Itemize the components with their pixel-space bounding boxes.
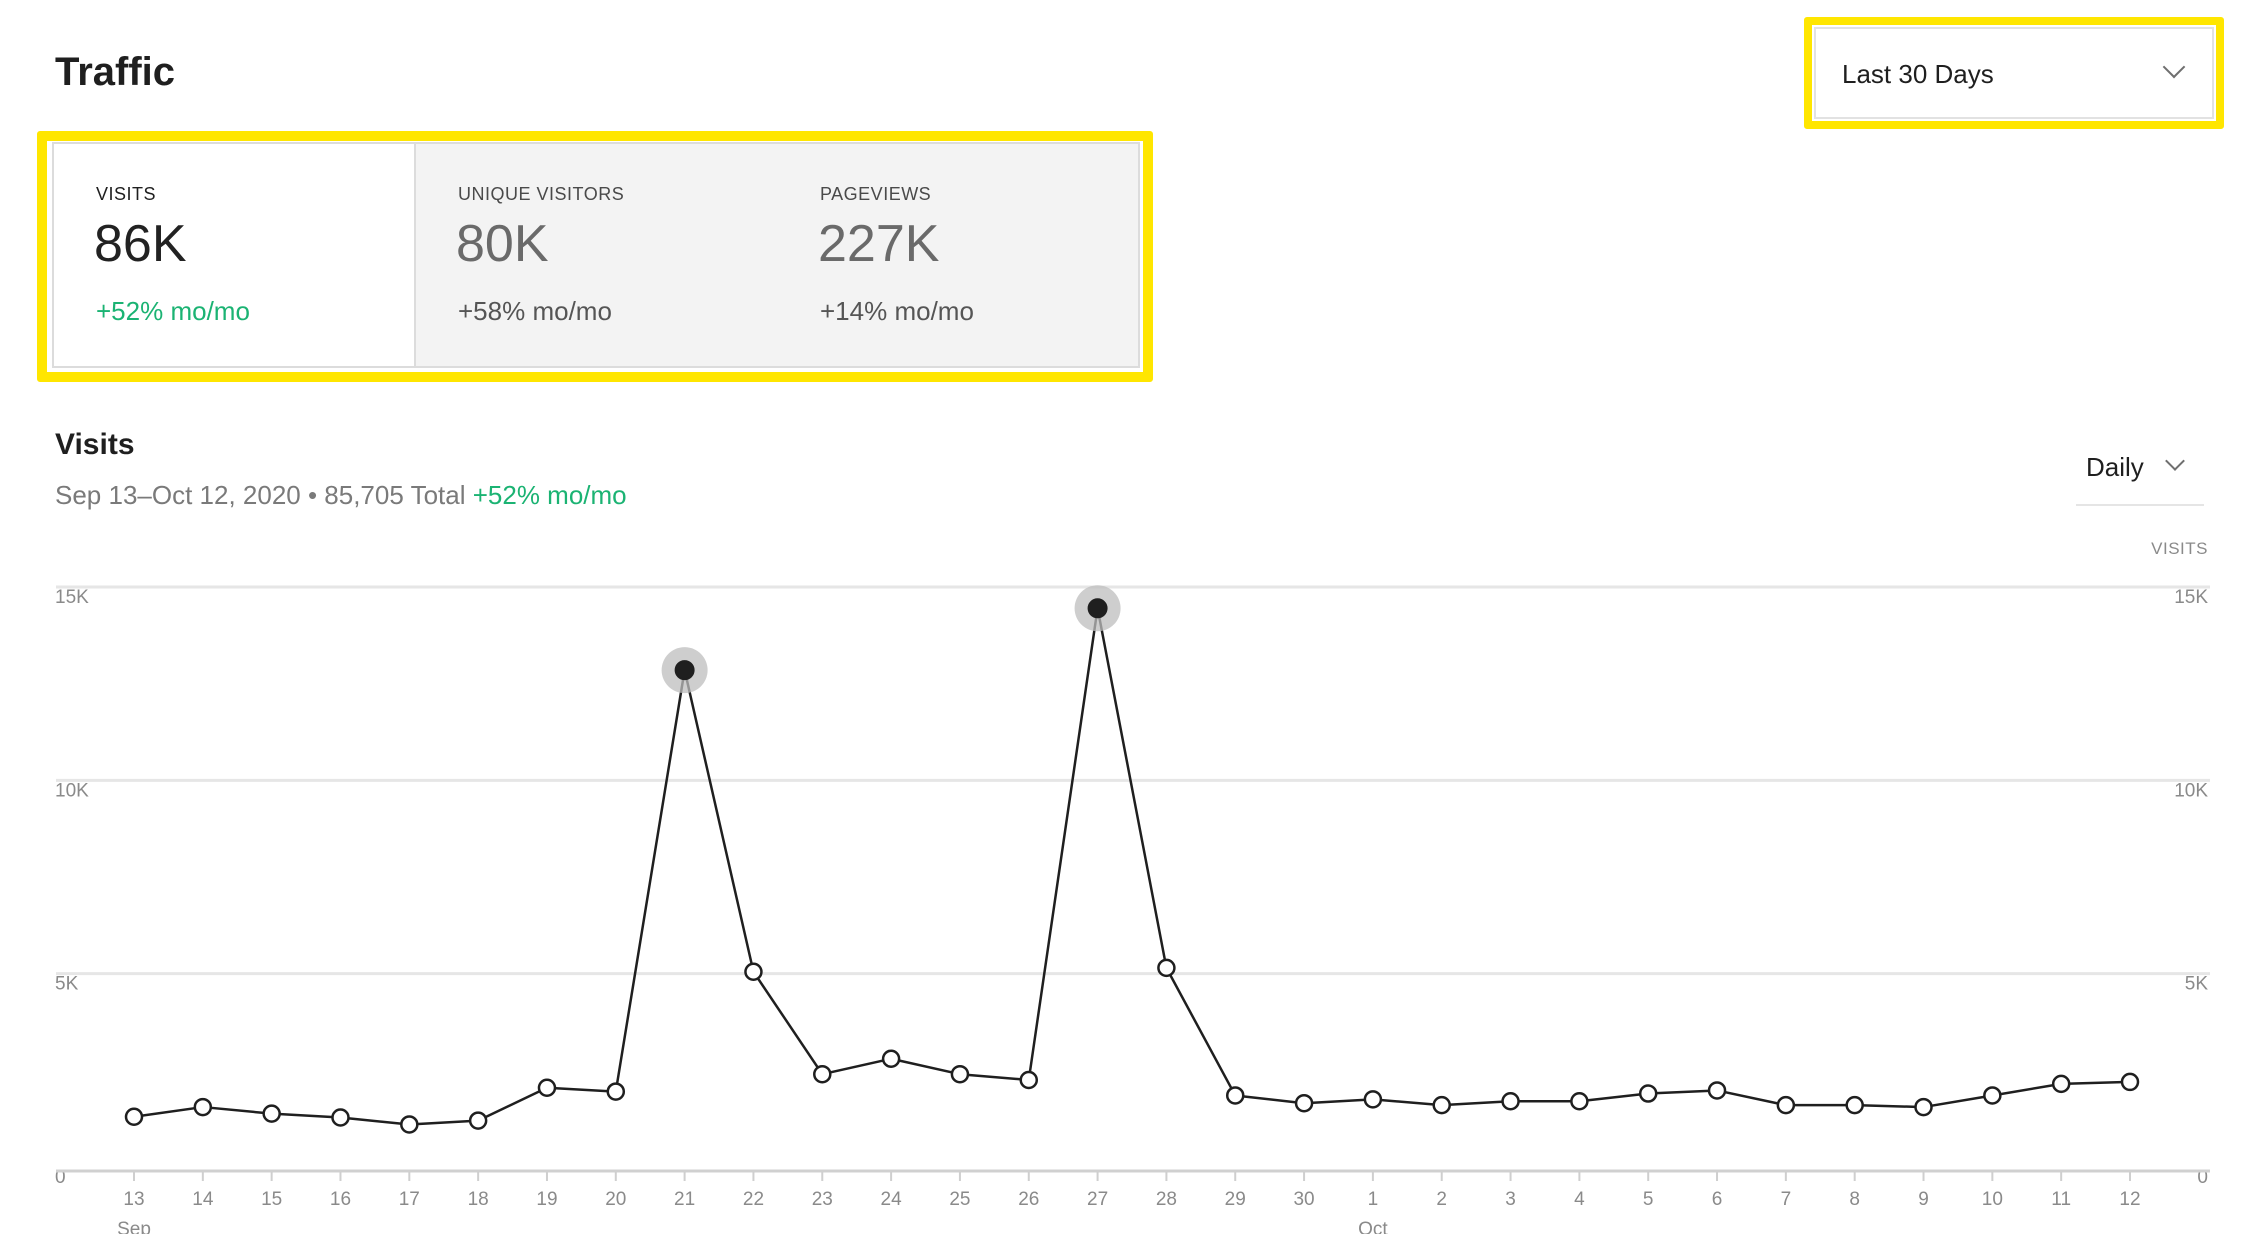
x-tick-label: 2: [1436, 1189, 1447, 1210]
x-tick-label: 20: [605, 1189, 626, 1210]
data-point: [950, 1064, 970, 1084]
x-tick-label: 21: [674, 1189, 695, 1210]
stat-label: VISITS: [96, 184, 157, 204]
x-tick-label: 30: [1293, 1189, 1314, 1210]
stat-card-unique-visitors[interactable]: UNIQUE VISITORS 80K +58% mo/mo: [416, 144, 778, 366]
x-tick-label: 6: [1712, 1189, 1723, 1210]
x-tick-label: 15: [261, 1189, 282, 1210]
data-point: [1294, 1093, 1314, 1113]
stat-value: 227K: [818, 215, 940, 273]
page-title: Traffic: [55, 50, 176, 94]
y-tick-label-left: 5K: [55, 974, 79, 995]
series-line: [133, 607, 2131, 1126]
y-tick-label-right: 10K: [2174, 780, 2208, 801]
data-point-highlighted: [674, 660, 695, 681]
y-tick-label-left: 10K: [55, 780, 89, 801]
y-tick-label-left: 0: [55, 1167, 66, 1188]
data-point: [881, 1049, 901, 1068]
x-tick-label: 16: [330, 1189, 351, 1210]
x-tick-label: 7: [1781, 1189, 1792, 1210]
data-point: [1983, 1086, 2002, 1105]
x-tick-label: 13: [123, 1189, 144, 1210]
x-tick-label: 28: [1156, 1189, 1177, 1210]
data-point: [1501, 1092, 1520, 1111]
y-axis-title: VISITS: [2151, 539, 2208, 558]
stat-change: +58% mo/mo: [458, 296, 612, 326]
date-range-select[interactable]: Last 30 Days: [1814, 27, 2214, 119]
data-point: [193, 1097, 213, 1117]
visits-date-range-total: Sep 13–Oct 12, 2020 • 85,705 Total: [55, 480, 473, 510]
data-point: [1157, 958, 1176, 978]
y-tick-label-right: 15K: [2174, 587, 2208, 608]
x-tick-label: 14: [192, 1189, 214, 1210]
data-point-highlighted: [1087, 598, 1108, 619]
data-point: [606, 1082, 626, 1101]
x-tick-label: 12: [2119, 1189, 2140, 1210]
data-point: [744, 962, 763, 981]
chevron-down-icon: [2165, 451, 2185, 471]
data-point: [1432, 1095, 1451, 1115]
data-point: [331, 1108, 350, 1127]
x-tick-label: 23: [812, 1189, 833, 1210]
x-tick-label: 8: [1849, 1189, 1860, 1210]
x-month-label: Oct: [1358, 1219, 1388, 1234]
interval-select-value: Daily: [2086, 452, 2144, 482]
stat-value: 86K: [94, 215, 187, 273]
data-point: [1570, 1092, 1589, 1111]
stat-card-visits[interactable]: VISITS 86K +52% mo/mo: [54, 144, 416, 366]
x-tick-label: 3: [1505, 1189, 1516, 1210]
stat-label: PAGEVIEWS: [820, 184, 932, 204]
x-tick-label: 26: [1018, 1189, 1039, 1210]
interval-select[interactable]: Daily: [2076, 440, 2204, 506]
x-tick-label: 5: [1643, 1189, 1654, 1210]
x-tick-label: 18: [468, 1189, 489, 1210]
data-point: [813, 1064, 832, 1084]
data-point: [537, 1078, 557, 1097]
stats-panel: VISITS 86K +52% mo/mo UNIQUE VISITORS 80…: [52, 142, 1140, 368]
x-tick-label: 4: [1574, 1189, 1585, 1210]
x-tick-label: 9: [1918, 1189, 1929, 1210]
x-tick-label: 1: [1368, 1189, 1379, 1210]
x-tick-label: 25: [949, 1189, 970, 1210]
stat-change: +14% mo/mo: [820, 296, 974, 326]
data-point: [1776, 1095, 1796, 1115]
x-tick-label: 11: [2051, 1189, 2071, 1210]
data-point: [1019, 1070, 1039, 1090]
y-tick-label-right: 0: [2197, 1167, 2208, 1188]
visits-section-title: Visits: [55, 428, 135, 461]
data-point: [124, 1107, 144, 1126]
data-point: [1845, 1095, 1864, 1115]
x-tick-label: 19: [536, 1189, 557, 1210]
chevron-down-icon: [2162, 55, 2186, 79]
data-point: [1638, 1084, 1658, 1103]
visits-section-subtitle: Sep 13–Oct 12, 2020 • 85,705 Total +52% …: [55, 480, 627, 511]
x-tick-label: 24: [881, 1189, 903, 1210]
stat-change: +52% mo/mo: [96, 296, 250, 326]
visits-change: +52% mo/mo: [472, 480, 627, 510]
stats-highlight: [37, 131, 1153, 382]
data-point: [468, 1111, 488, 1130]
range-select-highlight: [1804, 17, 2224, 129]
date-range-select-value: Last 30 Days: [1842, 59, 1994, 89]
data-point: [1363, 1090, 1383, 1109]
data-point: [2051, 1074, 2071, 1094]
data-point: [400, 1115, 419, 1134]
x-tick-label: 17: [399, 1189, 420, 1210]
data-point: [1707, 1081, 1727, 1100]
stat-value: 80K: [456, 215, 549, 273]
data-point: [262, 1104, 281, 1123]
stat-card-pageviews[interactable]: PAGEVIEWS 227K +14% mo/mo: [778, 144, 1138, 366]
x-tick-label: 29: [1225, 1189, 1246, 1210]
data-point: [1914, 1097, 1933, 1117]
x-tick-label: 10: [1982, 1189, 2003, 1210]
stat-label: UNIQUE VISITORS: [458, 184, 625, 204]
x-tick-label: 22: [743, 1189, 764, 1210]
y-tick-label-left: 15K: [55, 587, 89, 608]
data-point: [1225, 1086, 1245, 1105]
y-tick-label-right: 5K: [2185, 974, 2209, 995]
x-tick-label: 27: [1087, 1189, 1108, 1210]
data-point: [2120, 1072, 2140, 1092]
x-month-label: Sep: [117, 1219, 151, 1234]
